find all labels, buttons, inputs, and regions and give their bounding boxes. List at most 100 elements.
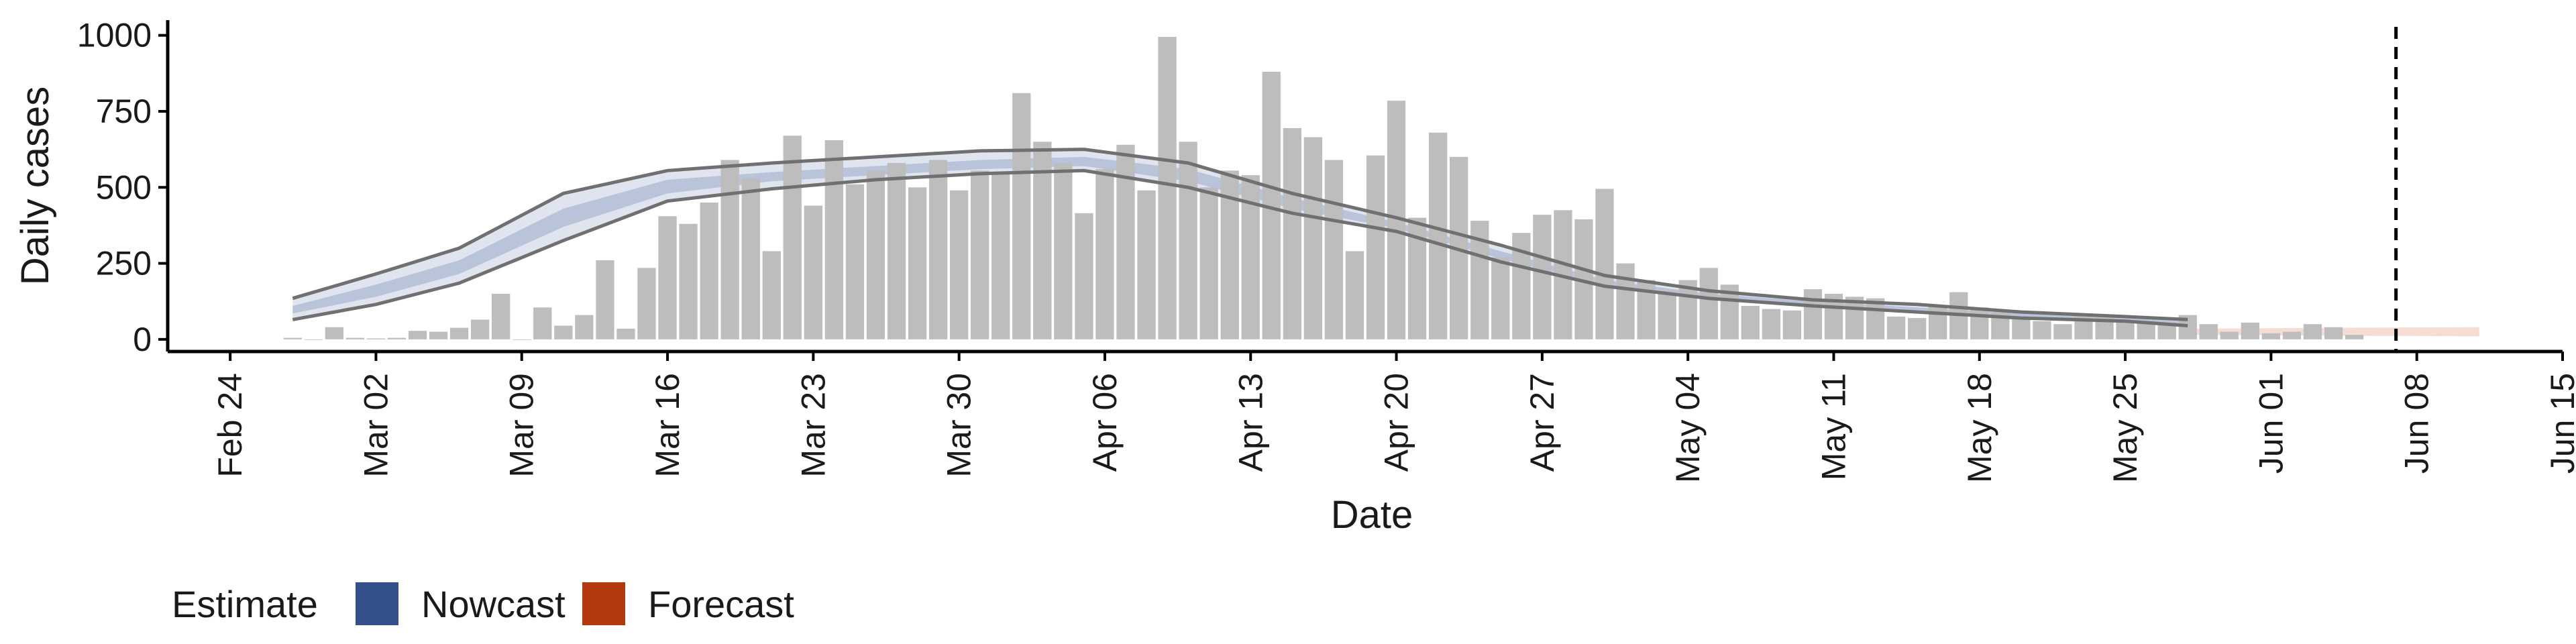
bar bbox=[2241, 322, 2259, 339]
bar bbox=[1970, 307, 1989, 339]
x-tick-label: Mar 30 bbox=[941, 373, 978, 478]
nowcast-band-inner bbox=[292, 156, 2188, 325]
bar bbox=[1533, 215, 1552, 339]
bar bbox=[1054, 163, 1073, 339]
x-axis-ticks: Feb 24 Mar 02 Mar 09 Mar 16 Mar 23 Mar 30 Apr … bbox=[211, 352, 2576, 483]
bound-lines bbox=[292, 148, 2188, 327]
x-tick-label: May 11 bbox=[1815, 373, 1853, 480]
bar bbox=[1345, 251, 1364, 339]
bar bbox=[1886, 316, 1906, 339]
x-axis-title: Date bbox=[1331, 493, 1413, 537]
bar bbox=[1491, 257, 1510, 339]
bar bbox=[387, 337, 407, 339]
x-tick-label: Mar 02 bbox=[357, 373, 394, 478]
bar bbox=[1595, 189, 1614, 339]
bar bbox=[2053, 324, 2072, 339]
bar bbox=[1929, 306, 1947, 339]
bar bbox=[2345, 335, 2364, 339]
bar bbox=[1012, 93, 1031, 339]
y-tick-label: 250 bbox=[96, 245, 152, 282]
y-axis-ticks: 0 250 500 750 1000 bbox=[77, 17, 168, 358]
bar bbox=[2220, 331, 2239, 339]
bar bbox=[513, 339, 531, 340]
x-tick-label: Mar 16 bbox=[649, 373, 686, 478]
nowcast-lower-line bbox=[292, 168, 2188, 327]
y-tick-label: 750 bbox=[96, 93, 152, 130]
bar bbox=[991, 172, 1010, 339]
bar bbox=[950, 190, 969, 339]
bar bbox=[928, 160, 948, 339]
bar bbox=[1699, 268, 1718, 339]
bar bbox=[2033, 321, 2051, 339]
bar bbox=[1303, 137, 1322, 339]
bar bbox=[1762, 309, 1780, 339]
bar bbox=[824, 140, 843, 339]
bar bbox=[1782, 310, 1801, 339]
bar bbox=[1158, 36, 1177, 339]
x-tick-label: Jun 01 bbox=[2252, 373, 2290, 474]
bar bbox=[1095, 169, 1114, 339]
bar bbox=[1179, 142, 1197, 339]
bar bbox=[1866, 298, 1885, 339]
x-tick-label: May 25 bbox=[2106, 373, 2144, 483]
bar bbox=[908, 187, 927, 339]
bar bbox=[720, 160, 739, 339]
bar bbox=[2074, 313, 2093, 339]
bar bbox=[700, 202, 718, 339]
x-tick-label: Apr 06 bbox=[1086, 373, 1124, 472]
x-tick-label: May 04 bbox=[1669, 373, 1707, 483]
bar bbox=[2324, 327, 2343, 339]
bar bbox=[1429, 132, 1448, 339]
x-tick-label: Feb 24 bbox=[211, 373, 249, 478]
x-tick-label: Apr 27 bbox=[1523, 373, 1561, 472]
bar bbox=[1137, 190, 1156, 339]
bar bbox=[679, 223, 698, 339]
bar bbox=[2303, 324, 2322, 339]
bar bbox=[2116, 321, 2135, 339]
bar bbox=[533, 307, 552, 339]
bar bbox=[1075, 213, 1093, 339]
bar bbox=[1366, 155, 1385, 339]
bar bbox=[575, 315, 594, 339]
bar bbox=[2012, 318, 2031, 339]
bar bbox=[471, 319, 490, 339]
bar bbox=[325, 327, 343, 339]
legend-label-forecast: Forecast bbox=[648, 583, 794, 625]
bar bbox=[449, 327, 469, 339]
bar bbox=[2261, 333, 2280, 339]
bar bbox=[971, 170, 989, 339]
bar bbox=[1658, 290, 1676, 339]
x-tick-label: May 18 bbox=[1961, 373, 1998, 483]
bar bbox=[492, 293, 511, 339]
estimate-bands bbox=[292, 149, 2479, 337]
legend-swatch-forecast bbox=[582, 582, 625, 625]
y-tick-label: 1000 bbox=[77, 17, 152, 54]
bar bbox=[596, 260, 614, 339]
y-tick-label: 500 bbox=[96, 168, 152, 206]
bar bbox=[1199, 187, 1218, 339]
bar bbox=[304, 339, 323, 340]
bar bbox=[2282, 331, 2302, 339]
legend-label-nowcast: Nowcast bbox=[421, 583, 566, 625]
x-tick-label: Apr 20 bbox=[1378, 373, 1415, 472]
x-tick-label: Apr 13 bbox=[1232, 373, 1269, 472]
bar bbox=[1324, 160, 1344, 339]
legend-title: Estimate bbox=[172, 583, 318, 625]
y-tick-label: 0 bbox=[133, 321, 152, 358]
bar bbox=[741, 178, 760, 339]
bar bbox=[1033, 142, 1052, 339]
bar bbox=[1116, 144, 1135, 339]
bar bbox=[2199, 324, 2218, 339]
bar bbox=[1908, 318, 1927, 339]
bar bbox=[804, 205, 822, 339]
legend: Estimate Nowcast Forecast bbox=[172, 582, 794, 625]
y-axis-title: Daily cases bbox=[13, 87, 57, 286]
bar bbox=[887, 163, 906, 339]
bar bbox=[1803, 289, 1823, 339]
x-tick-label: Mar 23 bbox=[794, 373, 832, 478]
legend-swatch-nowcast bbox=[356, 582, 398, 625]
bar bbox=[345, 337, 364, 339]
x-tick-label: Mar 09 bbox=[503, 373, 541, 478]
bar bbox=[616, 329, 635, 339]
